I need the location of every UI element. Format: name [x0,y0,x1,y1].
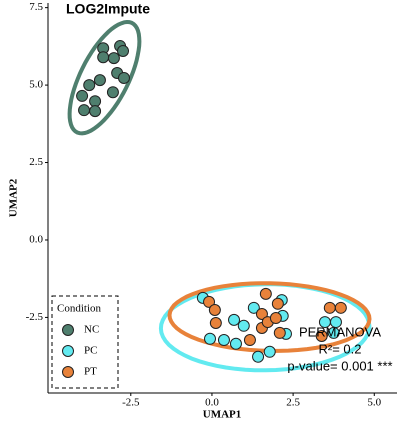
annotation: PERMANOVA [299,324,381,339]
point [255,308,268,321]
confidence-ellipse [67,19,142,136]
y-tick-label: -2.5 [26,311,44,323]
point [263,345,276,358]
point [269,312,282,325]
chart-title: LOG2Impute [66,1,150,17]
point [89,95,102,108]
x-axis-title: UMAP1 [203,409,242,421]
point [247,301,260,314]
point [237,319,250,332]
legend-marker [62,366,74,378]
point [106,86,119,99]
legend-marker [62,324,74,336]
point [334,301,347,314]
point [83,79,96,92]
point [217,334,230,347]
point [229,337,242,350]
point [117,71,130,84]
point [243,334,256,347]
point [208,303,221,316]
legend-marker [62,345,74,357]
x-tick-label: 2.5 [286,397,300,409]
annotation: p-value= 0.001 *** [287,358,392,373]
point [107,52,120,65]
point [116,45,129,58]
confidence-ellipse [167,281,372,353]
point [204,332,217,345]
y-tick-label: 7.5 [29,1,43,13]
point [271,297,284,310]
point [228,313,241,326]
x-tick-label: 0.0 [205,397,219,409]
legend-label: PC [84,345,97,357]
y-tick-label: 5.0 [29,79,43,91]
y-tick-label: 2.5 [29,156,43,168]
point [259,287,272,300]
point [203,295,216,308]
point [93,74,106,87]
y-tick-label: 0.0 [29,234,43,246]
legend-title: Condition [57,303,102,315]
point [327,326,340,339]
point [76,89,89,102]
point [89,105,102,118]
point [273,326,286,339]
point [252,350,265,363]
x-tick-label: -2.5 [122,397,140,409]
point [315,330,328,343]
point [323,301,336,314]
legend-label: NC [84,324,99,336]
annotation: R²= 0.2 [319,341,362,356]
y-axis-title: UMAP2 [8,178,20,217]
point [78,104,91,117]
point [209,316,222,329]
x-tick-label: 5.0 [367,397,381,409]
point [97,51,110,64]
legend-label: PT [84,366,97,378]
